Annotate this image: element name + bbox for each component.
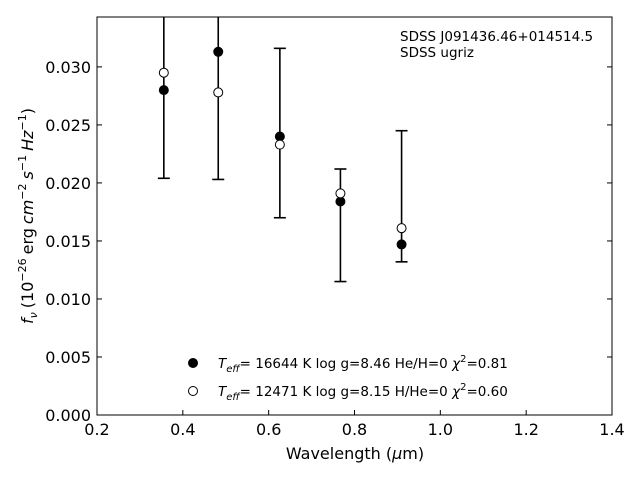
y-tick-label: 0.005 (45, 348, 91, 367)
filled-data-point (213, 46, 224, 57)
filled-data-point (158, 85, 169, 96)
y-tick-label: 0.025 (45, 116, 91, 135)
x-axis-ticks: 0.2 0.4 0.6 0.8 1.0 1.2 1.4 (84, 410, 625, 439)
x-tick-label: 1.4 (599, 420, 624, 439)
legend: Teff= 16644 K log g=8.46 He/H=0 χ2=0.81 … (188, 354, 508, 403)
open-data-point (335, 188, 346, 199)
x-tick-label: 0.6 (256, 420, 281, 439)
y-tick-label: 0.015 (45, 232, 91, 251)
open-data-point (396, 223, 407, 234)
y-axis-label: fν(10−26ergcm−2s−1Hz−1) (16, 108, 40, 324)
x-tick-label: 0.4 (170, 420, 195, 439)
open-data-point (213, 87, 224, 98)
y-tick-label: 0.000 (45, 406, 91, 425)
filled-data-point (396, 239, 407, 250)
x-tick-label: 1.0 (428, 420, 453, 439)
y-axis-ticks: 0.000 0.005 0.010 0.015 0.020 0.025 0.030 (45, 58, 612, 425)
legend-marker-filled (188, 358, 198, 368)
y-tick-label: 0.010 (45, 290, 91, 309)
legend-marker-open (188, 386, 198, 396)
y-tick-label: 0.030 (45, 58, 91, 77)
x-axis-label: Wavelength (μm) (286, 444, 424, 463)
x-tick-label: 0.8 (342, 420, 367, 439)
x-tick-label: 1.2 (513, 420, 538, 439)
open-data-point (158, 67, 169, 78)
data-markers (158, 46, 407, 250)
x-tick-label: 0.2 (84, 420, 109, 439)
filter-system-annotation: SDSS ugriz (400, 45, 474, 61)
y-tick-label: 0.020 (45, 174, 91, 193)
legend-label-filled: Teff= 16644 K log g=8.46 He/H=0 χ2=0.81 (218, 354, 508, 375)
object-name-annotation: SDSS J091436.46+014514.5 (400, 29, 593, 45)
open-data-point (274, 139, 285, 150)
legend-label-open: Teff= 12471 K log g=8.15 H/He=0 χ2=0.60 (218, 382, 508, 403)
